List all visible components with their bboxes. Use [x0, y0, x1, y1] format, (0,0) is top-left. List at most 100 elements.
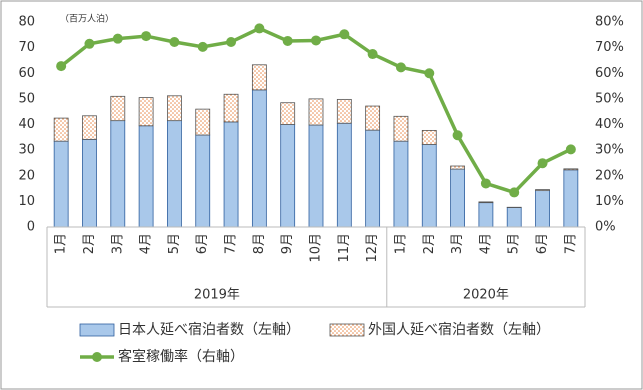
- y2-tick-label: 20%: [595, 168, 624, 183]
- x-tick-label: 11月: [337, 233, 352, 263]
- bar: [535, 190, 550, 228]
- bar: [336, 122, 352, 228]
- bar: [478, 201, 494, 204]
- x-tick-label: 3月: [110, 233, 125, 254]
- x-tick-label: 7月: [224, 233, 239, 254]
- line-marker: [197, 41, 208, 52]
- bar: [138, 97, 154, 127]
- y-tick-label: 20: [18, 168, 35, 183]
- bar: [167, 95, 182, 122]
- x-tick-label: 12月: [365, 233, 380, 263]
- bar: [393, 140, 409, 228]
- bar: [82, 138, 97, 228]
- bar: [450, 165, 465, 170]
- line-marker: [509, 187, 520, 198]
- y2-tick-label: 30%: [595, 143, 624, 158]
- bar: [138, 125, 154, 228]
- bar: [563, 168, 579, 171]
- y2-tick-label: 70%: [595, 40, 624, 55]
- x-tick-label: 2月: [82, 233, 97, 254]
- x-tick-label: 1月: [393, 233, 408, 254]
- bar: [535, 189, 550, 192]
- bar: [450, 168, 465, 228]
- line-marker: [112, 33, 123, 44]
- line-marker: [56, 61, 67, 72]
- y2-tick-label: 40%: [595, 117, 624, 132]
- y-tick-label: 50: [18, 91, 35, 106]
- bar: [421, 129, 437, 145]
- legend-swatch: [329, 323, 365, 337]
- line-marker: [339, 29, 350, 40]
- y-tick-label: 70: [18, 40, 35, 55]
- bar: [195, 134, 211, 228]
- line-marker: [565, 144, 576, 155]
- bar: [308, 124, 324, 228]
- line-marker: [311, 35, 321, 46]
- group-label: 2019年: [194, 288, 240, 303]
- x-tick-label: 8月: [252, 233, 267, 254]
- y-tick-label: 10: [18, 194, 35, 209]
- bar: [336, 98, 352, 124]
- line-marker: [282, 35, 293, 46]
- bar: [506, 207, 522, 228]
- legend-label: 日本人延べ宿泊者数（左軸）: [118, 321, 300, 338]
- x-tick-label: 10月: [309, 233, 324, 263]
- bar: [478, 202, 494, 228]
- x-tick-label: 5月: [167, 233, 182, 254]
- line-marker: [367, 49, 378, 60]
- bar: [393, 115, 409, 142]
- bar: [421, 144, 437, 228]
- bar: [223, 121, 239, 228]
- x-tick-label: 2月: [422, 233, 437, 254]
- y-tick-label: 0: [27, 220, 35, 235]
- line-marker: [537, 158, 548, 169]
- unit-label: （百万人泊）: [60, 14, 114, 25]
- x-tick-label: 6月: [535, 233, 550, 254]
- y2-tick-label: 50%: [595, 91, 624, 106]
- bar: [308, 98, 324, 126]
- y-tick-label: 30: [18, 143, 35, 158]
- x-tick-label: 4月: [139, 233, 154, 254]
- bar: [251, 89, 267, 228]
- bar: [167, 120, 182, 228]
- y2-tick-label: 60%: [595, 66, 624, 81]
- bar: [82, 115, 97, 140]
- bar: [53, 117, 69, 142]
- bar: [365, 105, 381, 131]
- x-tick-label: 7月: [563, 233, 578, 254]
- legend-label: 外国人延べ宿泊者数（左軸）: [368, 321, 550, 338]
- y-tick-label: 60: [18, 66, 35, 81]
- bar: [280, 124, 296, 228]
- x-tick-label: 4月: [478, 233, 493, 254]
- legend-swatch: [79, 323, 115, 337]
- legend-swatch: [92, 352, 102, 362]
- x-tick-label: 9月: [280, 233, 295, 254]
- x-tick-label: 6月: [195, 233, 210, 254]
- line-marker: [395, 62, 406, 73]
- bar: [365, 129, 381, 228]
- line-marker: [141, 31, 152, 42]
- line-marker: [452, 130, 463, 141]
- x-tick-label: 1月: [54, 233, 69, 254]
- line-marker: [169, 36, 180, 47]
- line-marker: [480, 178, 491, 189]
- line-marker: [254, 23, 265, 34]
- bar: [251, 64, 267, 91]
- y-tick-label: 40: [18, 117, 35, 132]
- bar: [53, 140, 69, 228]
- bar: [563, 169, 579, 228]
- bar: [195, 108, 211, 136]
- legend-label: 客室稼働率（右軸）: [118, 348, 244, 365]
- line-marker: [424, 68, 435, 79]
- y-tick-label: 80: [18, 15, 35, 30]
- y2-tick-label: 80%: [595, 15, 624, 30]
- group-label: 2020年: [463, 288, 509, 303]
- bar: [110, 95, 126, 122]
- line-marker: [226, 36, 237, 47]
- bar: [280, 102, 296, 125]
- x-tick-label: 3月: [450, 233, 465, 254]
- line-marker: [84, 38, 95, 49]
- y2-tick-label: 10%: [595, 194, 624, 209]
